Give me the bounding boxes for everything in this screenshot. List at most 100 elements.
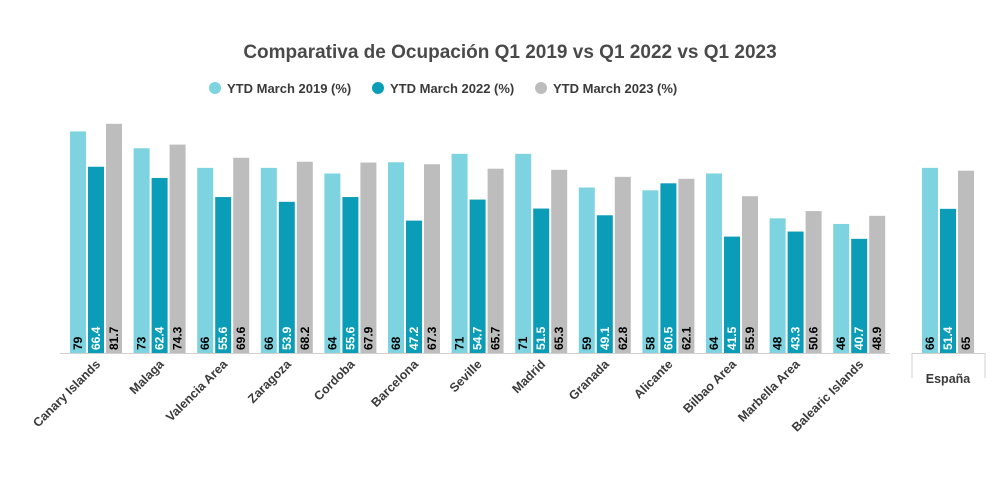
data-label: 79 xyxy=(71,336,85,350)
bar-granada-series-3 xyxy=(614,176,631,353)
bar-marbella-area-series-3 xyxy=(805,211,822,353)
bar-zaragoza-series-3 xyxy=(296,161,313,353)
bar-valencia-area-series-2 xyxy=(215,197,232,353)
bar-group-canary-islands: 79 66.4 81.7 Canary Islands xyxy=(30,123,122,430)
bar-malaga-series-2 xyxy=(151,177,168,353)
bar-cordoba-series-2 xyxy=(342,197,359,353)
data-label: 71 xyxy=(453,336,467,350)
bar-alicante-series-2 xyxy=(660,183,677,353)
category-label: Barcelona xyxy=(368,356,421,409)
category-label: Valencia Area xyxy=(163,356,231,424)
data-label: 51.5 xyxy=(534,326,548,350)
data-label: 60.5 xyxy=(661,326,675,350)
bar-balearic-islands-series-2 xyxy=(851,238,868,353)
data-label: 73 xyxy=(135,336,149,350)
category-label-espana: España xyxy=(926,372,972,386)
data-label: 65.7 xyxy=(489,326,503,350)
bar-balearic-islands-series-1 xyxy=(833,223,850,353)
bar-bilbao-area-series-3 xyxy=(742,196,758,353)
bar-balearic-islands-series-3 xyxy=(869,215,886,353)
bar-alicante-series-3 xyxy=(678,178,695,353)
bar-seville-series-2 xyxy=(469,199,486,353)
data-label: 48 xyxy=(771,336,785,350)
data-label: 68.2 xyxy=(298,326,312,350)
bar-group-barcelona: 68 47.2 67.3 Barcelona xyxy=(368,162,440,410)
bar-group-zaragoza: 66 53.9 68.2 Zaragoza xyxy=(245,161,313,406)
data-label: 55.9 xyxy=(743,326,757,350)
data-label: 66 xyxy=(923,336,937,350)
bar-alicante-series-1 xyxy=(642,190,659,353)
bar-valencia-area-series-3 xyxy=(233,157,250,353)
data-label: 65.3 xyxy=(552,326,566,350)
legend-marker xyxy=(535,82,547,94)
bar-espana-series-2 xyxy=(940,208,956,353)
legend-item-1: YTD March 2019 (%) xyxy=(209,81,351,96)
bar-barcelona-series-2 xyxy=(406,220,422,353)
category-label: Malaga xyxy=(127,356,168,397)
bar-malaga-series-1 xyxy=(133,148,150,353)
data-label: 62.8 xyxy=(616,326,630,350)
data-label: 62.1 xyxy=(679,326,693,350)
data-label: 48.9 xyxy=(870,326,884,350)
bar-bilbao-area-series-2 xyxy=(724,236,740,353)
bar-marbella-area-series-1 xyxy=(769,218,786,353)
category-label: Zaragoza xyxy=(245,356,294,405)
bar-espana-series-3 xyxy=(958,170,974,353)
data-label: 46 xyxy=(834,336,848,350)
category-label: Madrid xyxy=(509,357,548,396)
legend-marker xyxy=(209,82,221,94)
legend-item-3: YTD March 2023 (%) xyxy=(535,81,677,96)
data-label: 43.3 xyxy=(789,326,803,350)
bar-seville-series-1 xyxy=(451,153,468,353)
data-label: 40.7 xyxy=(852,326,866,350)
main-plot: 79 66.4 81.7 Canary Islands 73 62.4 74.3Malaga… xyxy=(30,123,890,434)
bar-bilbao-area-series-1 xyxy=(706,173,722,353)
legend-marker xyxy=(372,82,384,94)
bar-canary-islands-series-3 xyxy=(106,123,122,353)
data-label: 59 xyxy=(580,336,594,350)
category-label: Alicante xyxy=(631,357,675,401)
data-label: 71 xyxy=(516,336,530,350)
data-label: 50.6 xyxy=(807,326,821,350)
data-label: 51.4 xyxy=(941,326,955,350)
legend-label: YTD March 2019 (%) xyxy=(227,81,351,96)
category-label: Granada xyxy=(566,356,613,403)
bar-cordoba-series-3 xyxy=(360,162,377,353)
data-label: 67.9 xyxy=(361,326,375,350)
bar-zaragoza-series-1 xyxy=(260,167,277,353)
bar-group-alicante: 58 60.5 62.1 Alicante xyxy=(631,178,695,402)
data-label: 65 xyxy=(959,336,973,350)
data-label: 53.9 xyxy=(280,326,294,350)
chart-title: Comparativa de Ocupación Q1 2019 vs Q1 2… xyxy=(243,42,776,63)
data-label: 58 xyxy=(643,336,657,350)
bar-granada-series-1 xyxy=(578,187,595,353)
data-label: 49.1 xyxy=(598,326,612,350)
legend-label: YTD March 2022 (%) xyxy=(390,81,514,96)
bar-cordoba-series-1 xyxy=(324,173,341,353)
data-label: 41.5 xyxy=(725,326,739,350)
data-label: 64 xyxy=(707,336,721,350)
bar-group-seville: 71 54.7 65.7 Seville xyxy=(447,153,504,395)
bar-zaragoza-series-2 xyxy=(278,201,295,353)
bar-canary-islands-series-2 xyxy=(88,166,104,353)
data-label: 66 xyxy=(198,336,212,350)
bar-seville-series-3 xyxy=(487,168,504,353)
bar-granada-series-2 xyxy=(596,215,613,353)
data-label: 74.3 xyxy=(171,326,185,350)
category-label: Seville xyxy=(447,357,485,395)
category-label: Canary Islands xyxy=(30,357,103,430)
bar-espana-series-1 xyxy=(922,167,938,353)
data-label: 81.7 xyxy=(107,326,121,350)
data-label: 62.4 xyxy=(153,326,167,350)
bar-madrid-series-2 xyxy=(533,208,550,353)
category-label: Cordoba xyxy=(311,356,358,403)
data-label: 55.6 xyxy=(216,326,230,350)
data-label: 68 xyxy=(389,336,403,350)
data-label: 66 xyxy=(262,336,276,350)
bar-group-madrid: 71 51.5 65.3 Madrid xyxy=(509,153,568,396)
bar-malaga-series-3 xyxy=(169,144,186,353)
category-label: Bilbao Area xyxy=(680,356,739,415)
data-label: 47.2 xyxy=(407,326,421,350)
